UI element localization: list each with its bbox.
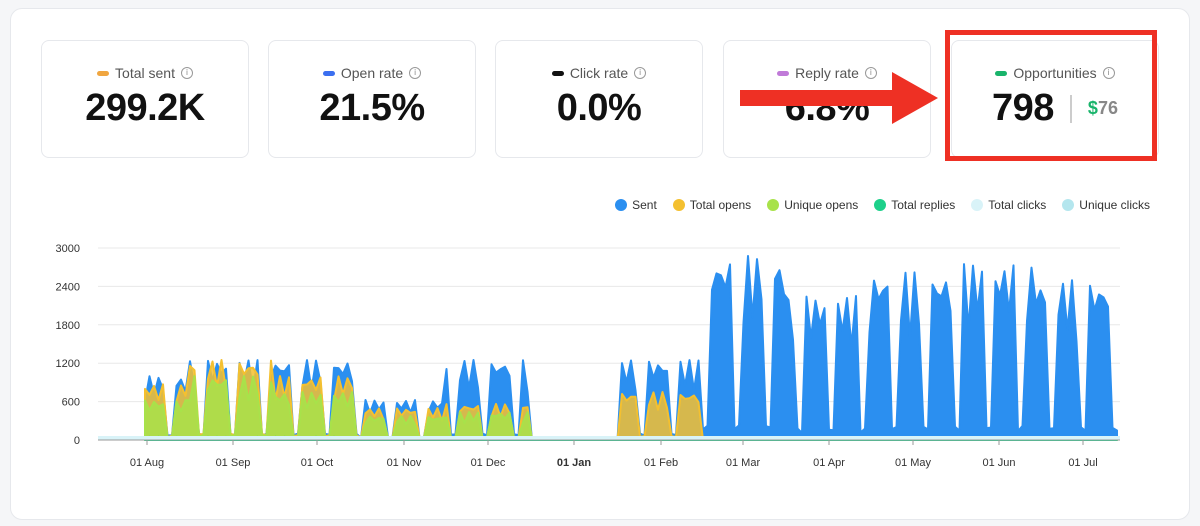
chart-series (98, 255, 1120, 441)
info-icon[interactable]: i (180, 67, 193, 79)
y-tick-label: 3000 (56, 243, 80, 255)
y-tick-label: 1200 (56, 358, 80, 370)
metric-label: Total sent (115, 65, 175, 81)
x-tick-label: 01 Apr (813, 457, 845, 469)
opportunity-value: $76 (1088, 98, 1118, 119)
x-tick-label: 01 Jun (982, 457, 1015, 469)
total-sent-dot (97, 70, 110, 76)
legend-label: Total clicks (988, 198, 1047, 212)
click-rate-dot (551, 70, 564, 76)
series-area-total-clicks (98, 436, 1120, 440)
x-tick-label: 01 Feb (644, 457, 678, 469)
series-area-sent (144, 255, 1118, 441)
x-tick-label: 01 Jul (1068, 457, 1097, 469)
x-tick-label: 01 Nov (387, 457, 422, 469)
metric-card-click-rate: Click rate i 0.0% (495, 40, 703, 158)
legend-item-unique-opens[interactable]: Unique opens (767, 198, 858, 212)
legend-item-total-opens[interactable]: Total opens (672, 198, 752, 212)
opportunities-dot (995, 70, 1008, 76)
metric-value: 0.0% (556, 87, 642, 129)
x-tick-label: 01 Dec (471, 457, 506, 469)
x-tick-label: 01 Sep (216, 457, 251, 469)
y-tick-label: 1800 (56, 320, 80, 332)
legend-dot (874, 199, 887, 211)
chart-legend: Sent Total opens Unique opens Total repl… (615, 198, 1150, 212)
legend-label: Unique clicks (1079, 198, 1150, 212)
metric-card-total-sent: Total sent i 299.2K (41, 40, 249, 158)
legend-item-sent[interactable]: Sent (615, 198, 657, 212)
x-tick-label: 01 Oct (301, 457, 333, 469)
legend-dot (767, 199, 780, 211)
legend-item-total-clicks[interactable]: Total clicks (971, 198, 1046, 212)
info-icon[interactable]: i (409, 67, 422, 79)
legend-dot (615, 199, 628, 211)
legend-item-unique-clicks[interactable]: Unique clicks (1062, 198, 1150, 212)
metric-value: 798 (992, 87, 1054, 129)
chart-axes: 0 600 1200 1800 2400 3000 01 Aug 01 Sep 01 Oct 01… (56, 243, 1120, 469)
x-tick-label: 01 Jan (557, 457, 592, 469)
annotation-highlight-box (945, 30, 1157, 161)
y-tick-label: 0 (74, 435, 80, 447)
x-tick-label: 01 May (895, 457, 932, 469)
info-icon[interactable]: i (634, 67, 647, 79)
legend-item-total-replies[interactable]: Total replies (874, 198, 955, 212)
x-tick-label: 01 Aug (130, 457, 164, 469)
divider (1069, 94, 1072, 123)
open-rate-dot (322, 70, 335, 76)
y-tick-label: 2400 (56, 281, 80, 293)
legend-dot (672, 199, 685, 211)
metric-label: Opportunities (1013, 65, 1097, 81)
y-tick-label: 600 (62, 397, 80, 409)
opportunity-amount: 76 (1097, 98, 1118, 118)
legend-label: Total replies (891, 198, 956, 212)
legend-label: Unique opens (784, 198, 859, 212)
metric-value: 299.2K (85, 87, 205, 129)
legend-dot (1062, 199, 1075, 211)
metric-value: 21.5% (319, 87, 425, 129)
currency-symbol: $ (1087, 98, 1098, 118)
legend-label: Sent (632, 198, 657, 212)
legend-label: Total opens (689, 198, 752, 212)
x-tick-label: 01 Mar (726, 457, 761, 469)
metric-card-opportunities: Opportunities i 798 $76 (951, 40, 1159, 158)
metric-card-open-rate: Open rate i 21.5% (268, 40, 476, 158)
info-icon[interactable]: i (1102, 67, 1115, 79)
metric-label: Click rate (569, 65, 629, 81)
legend-dot (971, 199, 984, 211)
metric-label: Open rate (340, 65, 404, 81)
